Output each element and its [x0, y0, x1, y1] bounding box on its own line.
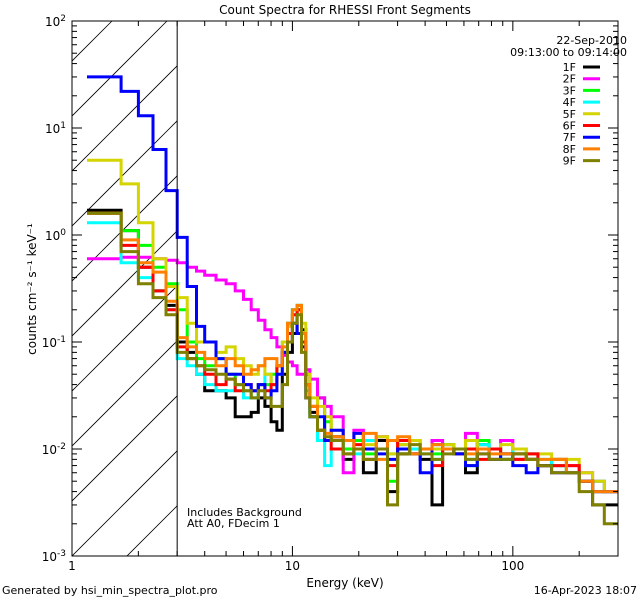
- legend-label-4F: 4F: [563, 96, 576, 109]
- y-tick-exponent: -1: [57, 335, 66, 345]
- y-tick-exponent: 2: [60, 14, 66, 24]
- legend-label-5F: 5F: [563, 108, 576, 121]
- y-tick-base: 10: [42, 336, 57, 350]
- y-tick-label: 10-2: [42, 442, 66, 457]
- y-tick-base: 10: [45, 229, 60, 243]
- y-tick-base: 10: [42, 550, 57, 564]
- legend-label-2F: 2F: [563, 73, 576, 86]
- x-tick-label: 10: [285, 559, 300, 573]
- hatch-line: [72, 230, 177, 337]
- plot-frame: [71, 20, 619, 557]
- hatch-line: [72, 395, 177, 502]
- hatch-line: [402, 21, 640, 556]
- legend-label-1F: 1F: [563, 61, 576, 74]
- y-tick-exponent: -2: [57, 442, 66, 452]
- hatch-line: [512, 21, 640, 556]
- legend-label-3F: 3F: [563, 84, 576, 97]
- note-background: Includes Background: [187, 506, 302, 519]
- y-tick-exponent: -3: [57, 549, 66, 559]
- hatch-line: [72, 450, 177, 556]
- y-tick-label: 100: [45, 228, 66, 243]
- x-tick-label: 100: [501, 559, 524, 573]
- hatch-line: [0, 21, 2, 556]
- chart-title: Count Spectra for RHESSI Front Segments: [219, 3, 471, 17]
- note-attenuator: Att A0, FDecim 1: [187, 517, 280, 530]
- hatch-line: [72, 285, 177, 392]
- y-tick-exponent: 0: [60, 228, 66, 238]
- legend-label-6F: 6F: [563, 120, 576, 133]
- y-tick-label: 102: [45, 14, 66, 29]
- series-line-9F: [87, 211, 618, 526]
- hatch-line: [72, 21, 113, 62]
- y-tick-base: 10: [45, 122, 60, 136]
- hatch-line: [457, 21, 640, 556]
- time-range-label: 09:13:00 to 09:14:00: [510, 46, 627, 59]
- y-tick-exponent: 1: [60, 121, 66, 131]
- footer-timestamp: 16-Apr-2023 18:07: [534, 584, 637, 597]
- x-tick-label: 1: [68, 559, 76, 573]
- x-axis-label: Energy (keV): [306, 576, 383, 590]
- legend-label-7F: 7F: [563, 131, 576, 144]
- hatch-line: [72, 21, 168, 117]
- generated-by-label: Generated by hsi_min_spectra_plot.pro: [2, 584, 218, 597]
- hatch-line: [72, 340, 177, 447]
- legend-label-9F: 9F: [563, 155, 576, 168]
- legend-label-8F: 8F: [563, 143, 576, 156]
- excluded-energy-hatch: [0, 21, 640, 556]
- hatch-line: [72, 65, 177, 172]
- y-tick-label: 10-3: [42, 549, 66, 564]
- y-axis-label: counts cm⁻² s⁻¹ keV⁻¹: [25, 223, 39, 355]
- y-tick-label: 10-1: [42, 335, 66, 350]
- date-label: 22-Sep-2010: [556, 34, 627, 47]
- hatch-line: [622, 21, 640, 556]
- y-tick-base: 10: [42, 443, 57, 457]
- y-tick-label: 101: [45, 121, 66, 136]
- y-tick-base: 10: [45, 15, 60, 29]
